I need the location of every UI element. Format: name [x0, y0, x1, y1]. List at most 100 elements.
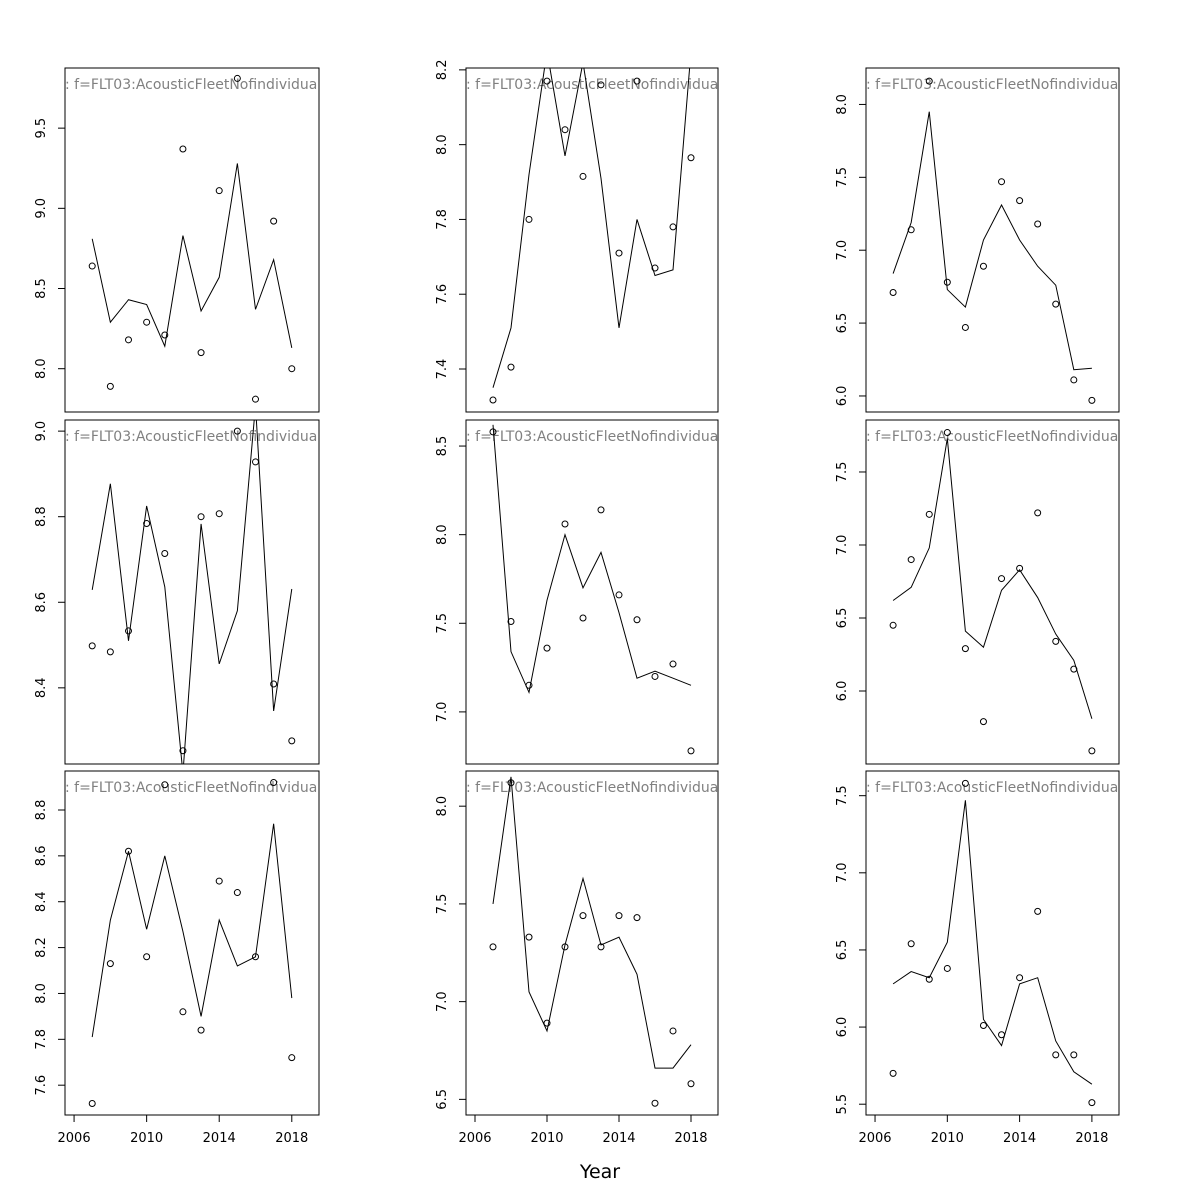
y-tick-label: 7.5	[435, 894, 450, 915]
data-point	[925, 510, 933, 518]
data-point	[669, 660, 677, 668]
panel-annotation: : f=FLT03:AcousticFleetNofindividuals,	[65, 780, 333, 796]
y-tick-label: 8.0	[435, 524, 450, 545]
y-tick-label: 8.2	[34, 937, 49, 958]
data-point	[669, 223, 677, 231]
panel-annotation: : f=FLT03:AcousticFleetNofindividuals,	[466, 77, 734, 93]
y-tick-label: 6.0	[835, 1017, 850, 1038]
y-tick-label: 7.4	[435, 359, 450, 380]
y-tick-label: 7.6	[435, 284, 450, 305]
panel: : f=FLT03:AcousticFleetNofindividuals,	[466, 424, 734, 755]
y-tick-label: 7.0	[835, 240, 850, 261]
data-point	[143, 520, 151, 528]
data-point	[543, 77, 551, 85]
data-point	[270, 217, 278, 225]
data-point	[1052, 637, 1060, 645]
y-tick-label: 7.0	[435, 991, 450, 1012]
data-point	[143, 318, 151, 326]
data-point	[179, 145, 187, 153]
y-tick-label: 8.4	[34, 891, 49, 912]
data-point	[88, 642, 96, 650]
y-tick-label: 8.8	[34, 506, 49, 527]
x-tick-label: 2014	[1003, 1131, 1036, 1146]
data-point	[270, 778, 278, 786]
y-tick-label: 5.5	[835, 1094, 850, 1115]
fitted-line	[892, 438, 1093, 719]
y-tick-label: 8.0	[835, 94, 850, 115]
y-tick-label: 7.0	[835, 535, 850, 556]
y-tick-label: 7.0	[835, 862, 850, 883]
data-point	[125, 336, 132, 344]
y-tick-label: 7.5	[835, 167, 850, 188]
data-point	[197, 513, 205, 521]
y-tick-label: 8.2	[435, 60, 450, 81]
y-tick-label: 6.5	[435, 1089, 450, 1110]
y-tick-label: 6.0	[835, 386, 850, 407]
y-tick-label: 6.5	[835, 313, 850, 334]
data-point	[1016, 564, 1024, 572]
data-point	[288, 737, 296, 745]
y-tick-label: 7.8	[34, 1029, 49, 1050]
panel: : f=FLT03:AcousticFleetNofindividuals,	[866, 779, 1134, 1107]
y-tick-label: 8.0	[34, 358, 49, 379]
data-point	[161, 781, 169, 789]
data-point	[1016, 197, 1024, 205]
data-point	[925, 975, 933, 983]
y-tick-label: 9.5	[34, 118, 49, 139]
data-point	[961, 645, 969, 653]
y-tick-label: 7.5	[835, 785, 850, 806]
data-point	[998, 575, 1006, 583]
panel: : f=FLT03:AcousticFleetNofindividuals,	[466, 776, 718, 1107]
data-point	[233, 889, 241, 897]
data-point	[633, 914, 641, 922]
data-point	[1088, 1099, 1096, 1107]
data-point	[125, 627, 132, 635]
data-point	[597, 81, 605, 89]
fitted-line	[492, 776, 692, 1069]
data-point	[1034, 220, 1042, 228]
data-point	[579, 614, 587, 622]
panel: : f=FLT03:AcousticFleetNofindividuals,	[65, 420, 333, 764]
panel-annotation: : f=FLT03:AcousticFleetNofindividuals,	[866, 77, 1134, 93]
data-point	[179, 747, 187, 755]
fitted-line	[91, 420, 293, 764]
panel-annotation: : f=FLT03:AcousticFleetNofindividuals,	[466, 429, 734, 445]
data-point	[579, 912, 587, 920]
data-point	[106, 960, 114, 968]
fitted-line	[492, 68, 691, 388]
data-point	[106, 382, 114, 390]
data-point	[88, 1100, 96, 1108]
y-tick-label: 6.0	[835, 681, 850, 702]
x-tick-label: 2014	[203, 1131, 236, 1146]
data-point	[633, 616, 641, 624]
data-point	[106, 648, 114, 656]
x-tick-label: 2010	[130, 1131, 163, 1146]
data-point	[252, 395, 259, 403]
data-point	[669, 1027, 677, 1035]
data-point	[161, 331, 169, 339]
data-point	[1070, 1051, 1078, 1059]
panel-annotation: : f=FLT03:AcousticFleetNofindividuals,	[65, 429, 333, 445]
data-point	[270, 680, 278, 688]
x-tick-label: 2006	[58, 1131, 91, 1146]
fitted-line	[91, 163, 293, 349]
data-point	[88, 262, 96, 270]
x-tick-label: 2006	[858, 1131, 891, 1146]
y-tick-label: 7.5	[435, 613, 450, 634]
data-point	[633, 77, 641, 85]
data-point	[979, 1022, 987, 1030]
data-point	[1052, 1051, 1060, 1059]
data-point	[998, 178, 1006, 186]
data-point	[961, 779, 969, 787]
data-point	[615, 249, 623, 257]
y-tick-label: 7.0	[435, 702, 450, 723]
data-point	[925, 77, 933, 85]
data-point	[1034, 509, 1042, 517]
data-point	[143, 953, 151, 961]
data-point	[907, 940, 915, 948]
panel: : f=FLT03:AcousticFleetNofindividuals,	[65, 778, 333, 1108]
panel-annotation: : f=FLT03:AcousticFleetNofindividuals,	[866, 780, 1134, 796]
data-point	[1088, 396, 1096, 404]
y-tick-label: 6.5	[835, 940, 850, 961]
